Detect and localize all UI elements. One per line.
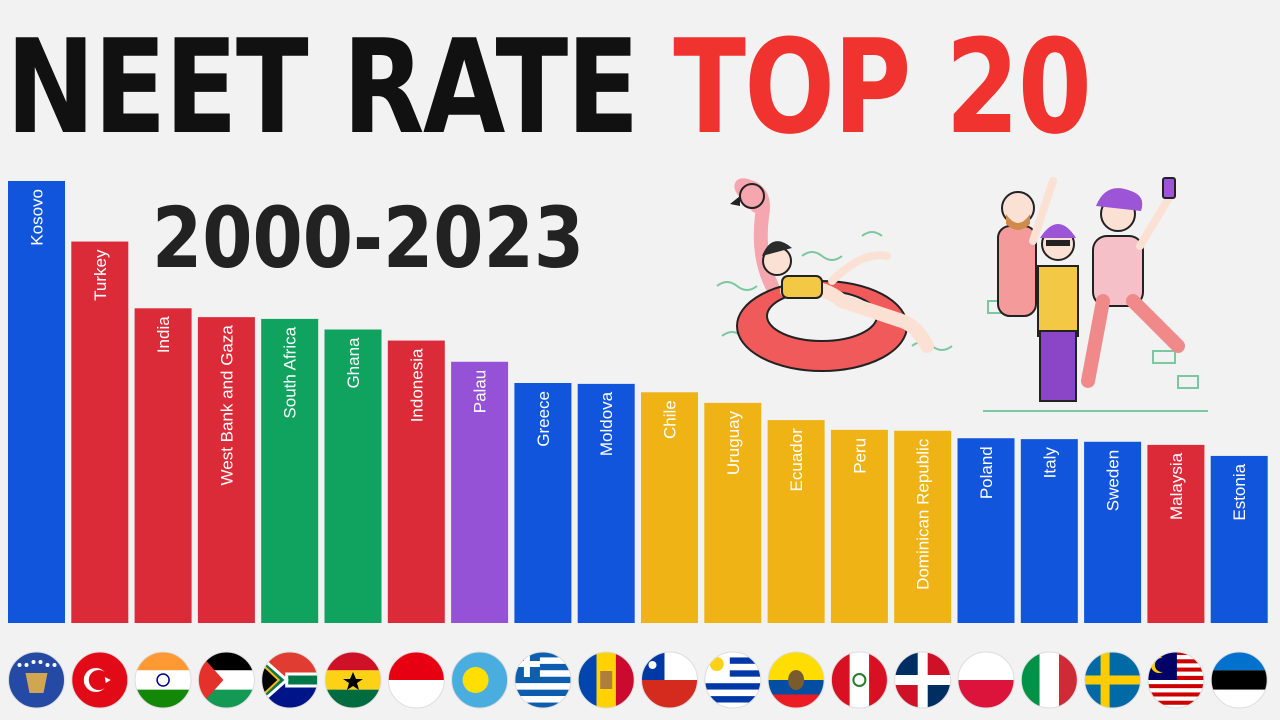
- flag-border: [641, 651, 698, 709]
- flag-border: [894, 651, 952, 709]
- chart-subtitle: 2000-2023: [152, 189, 585, 287]
- bar-palau: [451, 361, 509, 623]
- bar-label-kosovo: Kosovo: [28, 189, 47, 246]
- bar-label-dominican-republic: Dominican Republic: [914, 438, 933, 590]
- bar-label-malaysia: Malaysia: [1167, 452, 1186, 520]
- bar-dominican-republic: [894, 430, 952, 623]
- title-part-red: TOP 20: [673, 11, 1092, 163]
- peru-flag-icon: [831, 652, 888, 708]
- south-africa-flag-icon: [261, 652, 318, 708]
- sweden-flag-icon: [1084, 652, 1141, 708]
- bar-sweden: [1084, 441, 1142, 623]
- bar-label-peru: Peru: [850, 438, 869, 474]
- friends-celebrating-illustration: [983, 177, 1208, 412]
- flag-border: [387, 651, 445, 709]
- bar-malaysia: [1147, 444, 1205, 623]
- bar-label-palau: Palau: [471, 370, 490, 413]
- bar-ecuador: [767, 420, 825, 623]
- bar-greece: [514, 382, 572, 623]
- bar-moldova: [577, 383, 635, 623]
- title-part-black: NEET RATE: [6, 11, 639, 163]
- moldova-flag-icon: [578, 652, 635, 708]
- bar-ghana: [324, 329, 382, 623]
- bar-south-africa: [261, 318, 319, 623]
- estonia-flag-icon: [1211, 652, 1268, 708]
- ghana-flag-icon: [325, 652, 381, 708]
- dominican-republic-flag-icon: [894, 652, 951, 708]
- bar-label-greece: Greece: [534, 391, 553, 447]
- bar-label-sweden: Sweden: [1104, 450, 1123, 511]
- bar-label-moldova: Moldova: [597, 391, 616, 456]
- bar-uruguay: [704, 402, 762, 623]
- bar-west-bank-and-gaza: [197, 317, 255, 623]
- flag-border: [1147, 651, 1205, 709]
- bar-label-india: India: [154, 316, 173, 353]
- chile-flag-icon: [641, 652, 698, 708]
- poland-flag-icon: [958, 652, 1014, 708]
- bar-turkey: [71, 241, 129, 623]
- flag-border: [197, 651, 255, 709]
- flag-border: [134, 651, 192, 709]
- bar-label-poland: Poland: [977, 446, 996, 499]
- bar-india: [134, 308, 192, 623]
- bar-kosovo: [8, 181, 65, 623]
- bar-label-south-africa: South Africa: [281, 326, 300, 418]
- flag-border: [451, 651, 509, 709]
- flag-border: [1020, 651, 1078, 709]
- turkey-flag-icon: [71, 652, 128, 708]
- italy-flag-icon: [1021, 652, 1078, 708]
- flag-border: [957, 651, 1015, 709]
- bar-label-west-bank-and-gaza: West Bank and Gaza: [217, 325, 236, 486]
- flag-border: [1084, 651, 1142, 709]
- bar-label-turkey: Turkey: [91, 249, 110, 301]
- kosovo-flag-icon: [8, 652, 65, 708]
- bar-indonesia: [387, 340, 445, 623]
- bar-label-ghana: Ghana: [344, 337, 363, 389]
- flag-border: [324, 651, 382, 709]
- flag-border: [514, 651, 572, 709]
- flag-border: [704, 651, 762, 709]
- flag-border: [577, 651, 635, 709]
- bar-label-italy: Italy: [1040, 447, 1059, 479]
- uruguay-flag-icon: [704, 652, 761, 708]
- bar-italy: [1020, 439, 1078, 623]
- bar-label-chile: Chile: [661, 400, 680, 439]
- flag-border: [71, 651, 129, 709]
- indonesia-flag-icon: [388, 652, 445, 708]
- flag-border: [830, 651, 888, 709]
- bars-group: Kosovo Turkey India West Bank and Gaza South…: [8, 181, 1268, 623]
- malaysia-flag-icon: [1147, 652, 1204, 708]
- flag-border: [261, 651, 319, 709]
- bar-label-estonia: Estonia: [1230, 463, 1249, 520]
- bar-label-uruguay: Uruguay: [724, 410, 743, 475]
- greece-flag-icon: [514, 652, 571, 708]
- bar-label-indonesia: Indonesia: [407, 348, 426, 422]
- woman-on-flamingo-float-illustration: [716, 178, 953, 372]
- bar-poland: [957, 438, 1015, 623]
- india-flag-icon: [135, 652, 192, 708]
- flag-border: [767, 651, 825, 709]
- flag-border: [1210, 651, 1268, 709]
- chart-title: NEET RATE TOP 20: [6, 11, 1092, 163]
- flag-border: [8, 651, 65, 709]
- flags-group: [8, 651, 1268, 709]
- bar-peru: [830, 429, 888, 623]
- palau-flag-icon: [451, 652, 508, 708]
- bar-chile: [641, 392, 698, 623]
- bar-label-ecuador: Ecuador: [787, 428, 806, 492]
- bar-estonia: [1210, 455, 1268, 623]
- ecuador-flag-icon: [768, 652, 825, 708]
- palestine-flag-icon: [198, 652, 255, 708]
